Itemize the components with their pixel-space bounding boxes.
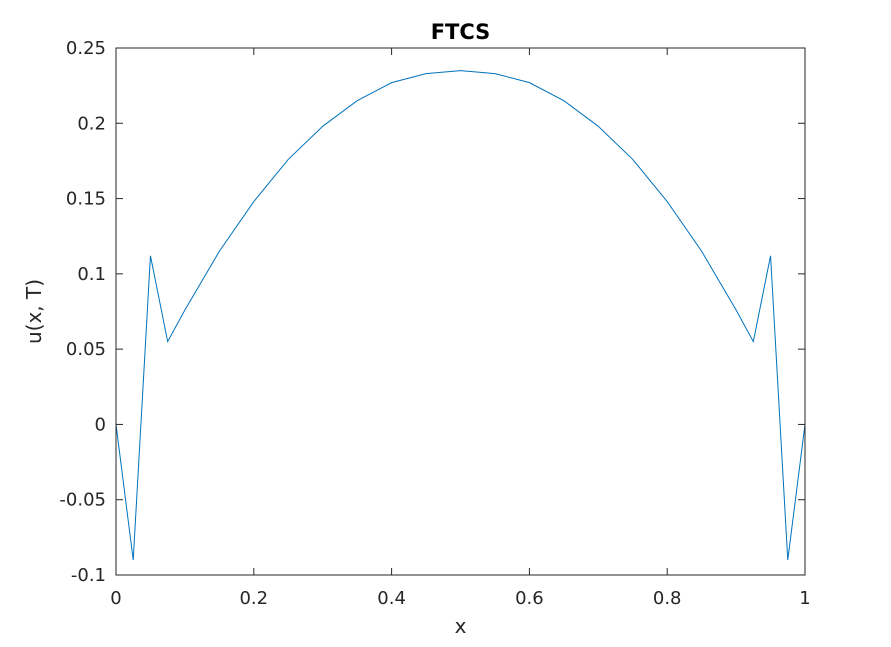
chart-title: FTCS	[431, 20, 491, 44]
axes-box	[115, 47, 806, 576]
series-line	[115, 70, 806, 561]
y-tick-label: 0.25	[66, 38, 106, 59]
x-tick-label: 0	[110, 588, 121, 609]
y-tick-label: 0.15	[66, 189, 106, 210]
y-tick-label: -0.05	[59, 490, 106, 511]
x-tick-label: 0.8	[653, 588, 682, 609]
x-tick-label: 1	[799, 588, 810, 609]
y-axis-label: u(x, T)	[22, 279, 46, 344]
series-layer	[115, 70, 806, 561]
y-tick-label: 0	[95, 414, 106, 435]
y-tick-label: 0.05	[66, 339, 106, 360]
plot-area	[116, 48, 805, 575]
x-tick-label: 0.2	[239, 588, 268, 609]
tick-labels-layer: 0 0.2 0.4 0.6 0.8 1 -0.1 -0.05 0 0.05 0.1 0.15 0.2 0.…	[59, 38, 810, 609]
y-tick-label: 0.2	[77, 113, 106, 134]
x-tick-label: 0.6	[515, 588, 544, 609]
x-tick-label: 0.4	[377, 588, 406, 609]
y-tick-label: 0.1	[77, 264, 106, 285]
y-tick-label: -0.1	[71, 565, 106, 586]
x-axis-label: x	[455, 614, 467, 638]
